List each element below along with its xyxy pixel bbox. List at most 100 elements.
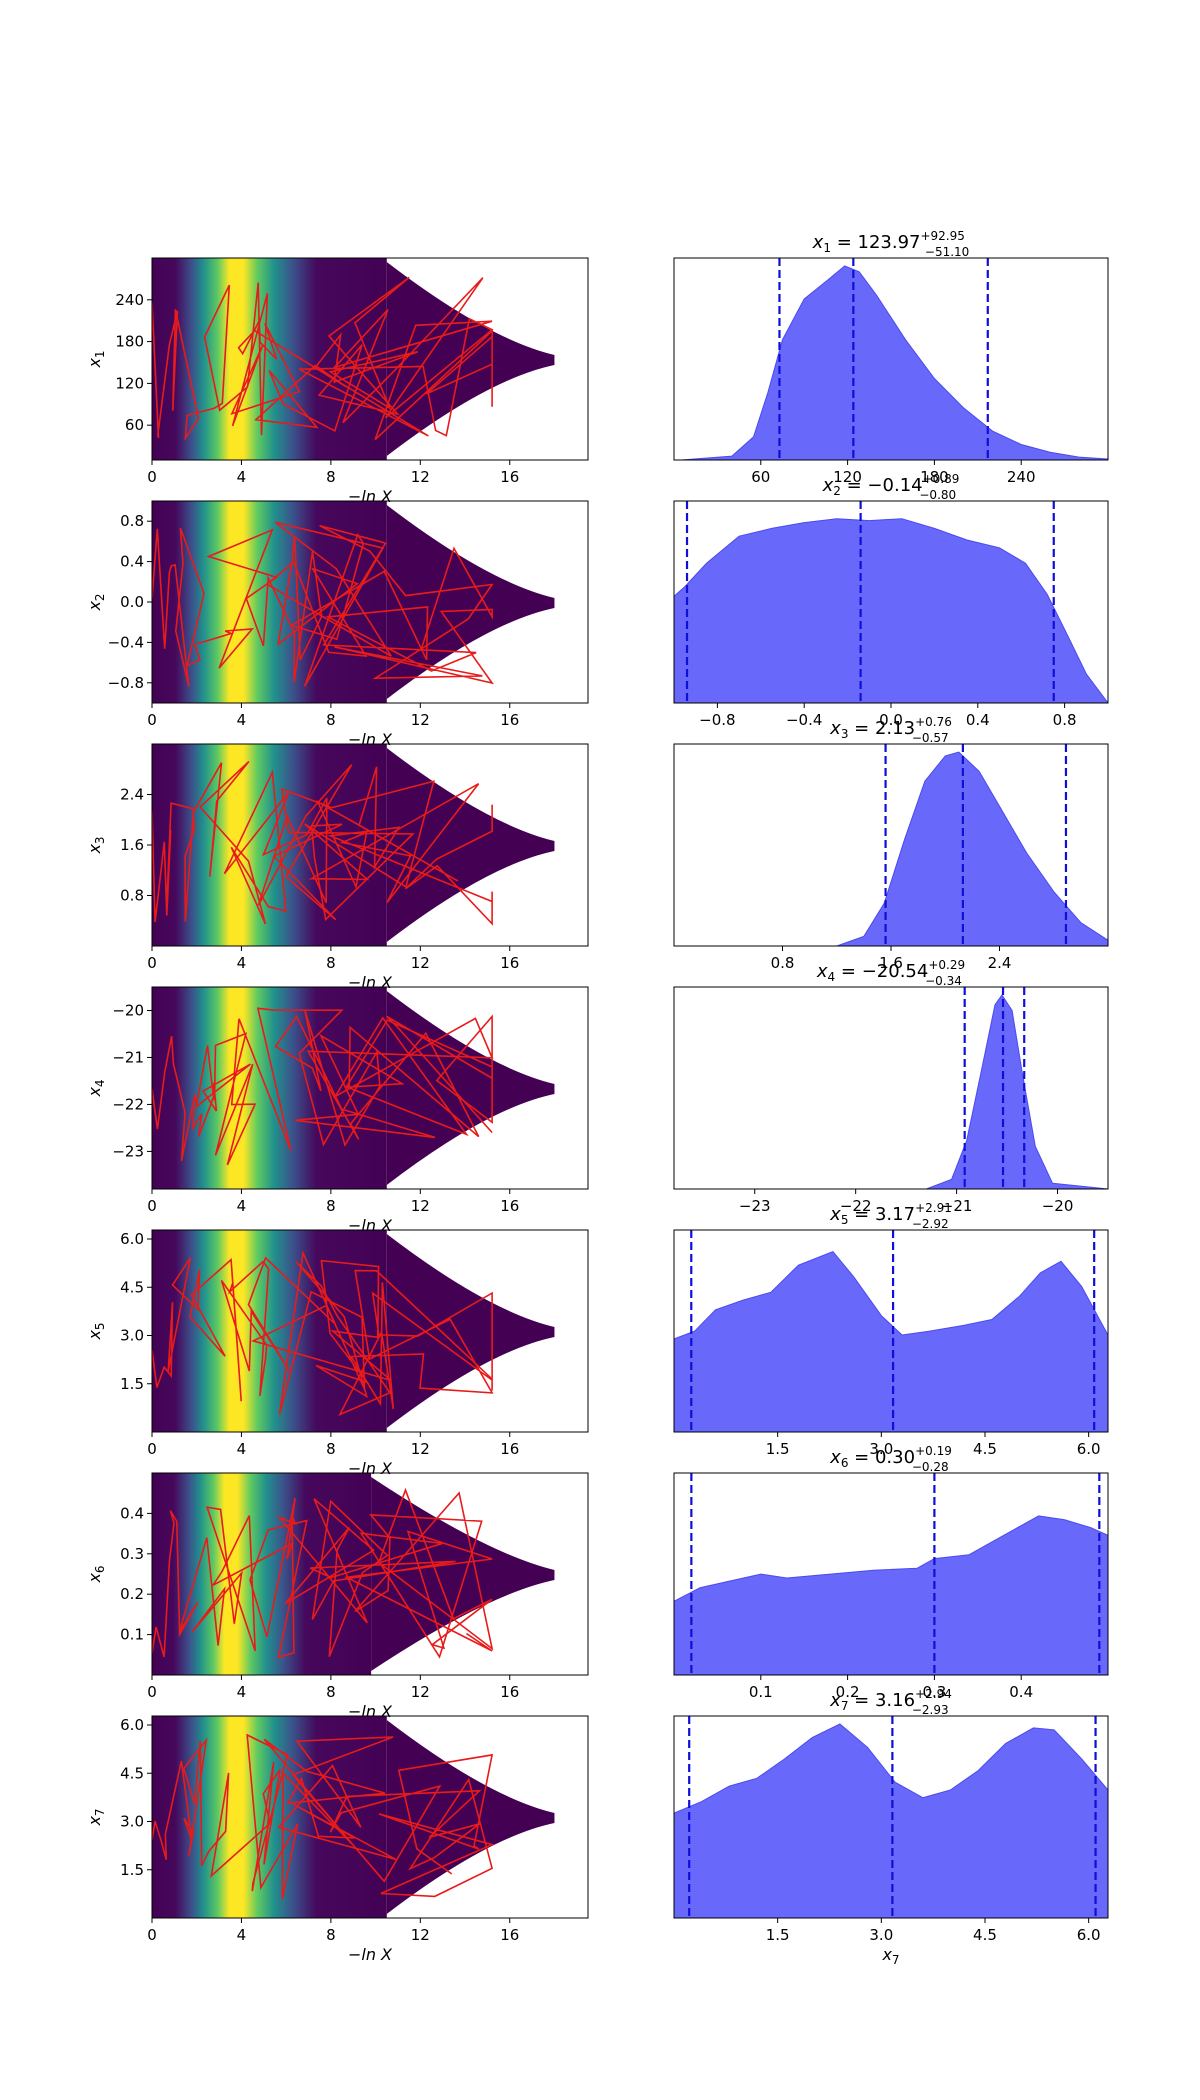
trace-y-tick-label: 240 <box>115 291 144 309</box>
posterior-frame <box>673 1715 1109 1919</box>
posterior-title-median: = 3.17 <box>848 1204 915 1225</box>
trace-y-tick-label: −23 <box>112 1142 144 1160</box>
posterior-x-tick-label: 6.0 <box>1077 1926 1101 1944</box>
trace-x-tick-label: 4 <box>237 468 247 486</box>
trace-y-tick-label: 0.8 <box>120 887 144 905</box>
posterior-title-var: x <box>829 1447 841 1468</box>
trace-plot-area <box>152 1473 555 1675</box>
posterior-plot-area <box>681 258 1108 460</box>
trace-x-tick-label: 12 <box>411 1926 430 1944</box>
posterior-x-tick-label: 0.8 <box>771 954 795 972</box>
trace-panel: −0.8−0.40.00.40.80 4 8 12 16−ln Xx2 <box>85 500 589 749</box>
posterior-title-minus: −51.10 <box>925 245 969 259</box>
trace-y-axis-label-base: x <box>85 1573 104 1584</box>
trace-y-axis-label: x4 <box>85 1079 107 1097</box>
trace-x-tick-label: 8 <box>326 1440 336 1458</box>
trace-y-axis-label-sub: 5 <box>93 1322 107 1330</box>
trace-y-axis-label-base: x <box>85 1330 104 1341</box>
trace-panel: 1.5 3.0 4.5 6.0 0 4 8 12 16 −ln X x7 <box>85 1715 589 1964</box>
posterior-panel: 1.5 3.0 4.5 6.0 x5 = 3.17+2.91 −2.92 <box>673 1201 1109 1458</box>
trace-y-axis-label: x6 <box>85 1565 107 1583</box>
posterior-title: x6 = 0.30+0.19 −0.28 <box>829 1444 952 1474</box>
posterior-x-tick-label: 4.5 <box>973 1926 997 1944</box>
posterior-density <box>681 265 1108 460</box>
chain-trace-line <box>152 1733 495 1900</box>
param-row-2: −0.8−0.40.00.40.80 4 8 12 16−ln Xx2−0.8 −0.4 0… <box>85 472 1109 749</box>
trace-panel: −23−22−21−200 4 8 12 16−ln Xx4 <box>85 986 589 1235</box>
sample-cloud-tail <box>371 1477 555 1671</box>
posterior-title-minus: −0.34 <box>925 974 962 988</box>
trace-x-tick-label: 4 <box>237 1440 247 1458</box>
trace-x-tick-label: 4 <box>237 1197 247 1215</box>
trace-plot-area <box>152 501 555 703</box>
trace-y-tick-label: −0.8 <box>108 674 144 692</box>
posterior-plot-area <box>674 987 1108 1189</box>
posterior-title-minus: −0.80 <box>919 488 956 502</box>
posterior-x-tick-label: 2.4 <box>988 954 1012 972</box>
param-row-6: 0.10.20.30.40 4 8 12 16−ln Xx6 0.1 0.2 0.3 0.4x6… <box>85 1444 1109 1721</box>
trace-x-tick-label: 4 <box>237 711 247 729</box>
posterior-title-median: = 0.30 <box>848 1447 915 1468</box>
posterior-x-tick-label: −20 <box>1042 1197 1074 1215</box>
trace-x-tick-label: 4 <box>237 954 247 972</box>
posterior-plot-area <box>674 744 1108 946</box>
posterior-panel: 60 120 180 240 x1 = 123.97+92.95 −51.10 <box>673 229 1109 486</box>
trace-y-axis-label: x3 <box>85 836 107 854</box>
posterior-x-tick-label: 0.8 <box>1053 711 1077 729</box>
posterior-plot-area <box>674 1473 1108 1675</box>
posterior-title-var: x <box>829 1690 841 1711</box>
posterior-title: x2 = −0.14+0.89 −0.80 <box>822 472 960 502</box>
posterior-title-minus: −2.93 <box>912 1703 949 1717</box>
posterior-plot-area <box>674 501 1108 703</box>
trace-x-tick-label: 0 <box>147 468 157 486</box>
trace-x-tick-label: 0 <box>147 1926 157 1944</box>
posterior-x-axis-label-base: x <box>881 1945 892 1964</box>
trace-x-tick-label: 8 <box>326 1683 336 1701</box>
trace-x-tick-label: 12 <box>411 1440 430 1458</box>
posterior-x-tick-label: 1.6 <box>879 954 903 972</box>
posterior-frame <box>673 257 1109 461</box>
trace-x-tick-label: 0 <box>147 711 157 729</box>
trace-x-tick-label: 0 <box>147 954 157 972</box>
posterior-density <box>674 751 1108 946</box>
trace-plot-area <box>152 1230 555 1432</box>
posterior-x-tick-label: −21 <box>941 1197 973 1215</box>
trace-panel: 0.10.20.30.40 4 8 12 16−ln Xx6 <box>85 1472 589 1721</box>
posterior-x-tick-label: −0.4 <box>786 711 822 729</box>
trace-y-axis-label: x2 <box>85 593 107 611</box>
trace-y-tick-label: 3.0 <box>120 1327 144 1345</box>
trace-y-tick-label: 0.4 <box>120 553 144 571</box>
posterior-title-plus: +0.76 <box>915 715 952 729</box>
posterior-x-tick-label: 4.5 <box>973 1440 997 1458</box>
chain-trace-line <box>152 276 494 442</box>
posterior-frame <box>673 1229 1109 1433</box>
posterior-panel: 0.1 0.2 0.3 0.4 x6 = 0.30+0.19 −0.28 <box>673 1444 1109 1701</box>
chain-trace-line <box>152 1487 494 1659</box>
trace-y-axis-label-base: x <box>85 1816 104 1827</box>
posterior-title-median: = −20.54 <box>835 961 928 982</box>
trace-frame <box>151 1229 589 1433</box>
posterior-x-tick-label: 3.0 <box>869 1926 893 1944</box>
trace-y-tick-label: 0.8 <box>120 512 144 530</box>
posterior-title-var-sub: 6 <box>841 1456 849 1470</box>
posterior-panel: −23 −22 −21 −20 x4 = −20.54+0.29 −0.34 <box>673 958 1109 1215</box>
posterior-density <box>674 1515 1108 1675</box>
trace-x-tick-label: 8 <box>326 711 336 729</box>
posterior-x-tick-label: 180 <box>920 468 949 486</box>
trace-y-tick-label: 4.5 <box>120 1278 144 1296</box>
trace-y-axis-label-base: x <box>85 844 104 855</box>
posterior-title-var: x <box>829 718 841 739</box>
trace-x-axis-label: −ln X <box>348 1945 393 1964</box>
trace-panel: 0.81.62.40 4 8 12 16−ln Xx3 <box>85 743 589 992</box>
posterior-x-axis-label: x7 <box>881 1945 899 1967</box>
trace-y-axis-label: x5 <box>85 1322 107 1340</box>
posterior-title-var-sub: 1 <box>823 241 831 255</box>
param-row-4: −23−22−21−200 4 8 12 16−ln Xx4−23 −22 −21 −20x4… <box>85 958 1109 1235</box>
trace-x-tick-label: 16 <box>500 1197 519 1215</box>
sample-cloud <box>152 1230 387 1432</box>
trace-x-tick-label: 8 <box>326 1926 336 1944</box>
posterior-x-tick-label: 0.3 <box>922 1683 946 1701</box>
posterior-title-plus: +0.89 <box>923 472 960 486</box>
posterior-title-plus: +2.94 <box>915 1687 952 1701</box>
